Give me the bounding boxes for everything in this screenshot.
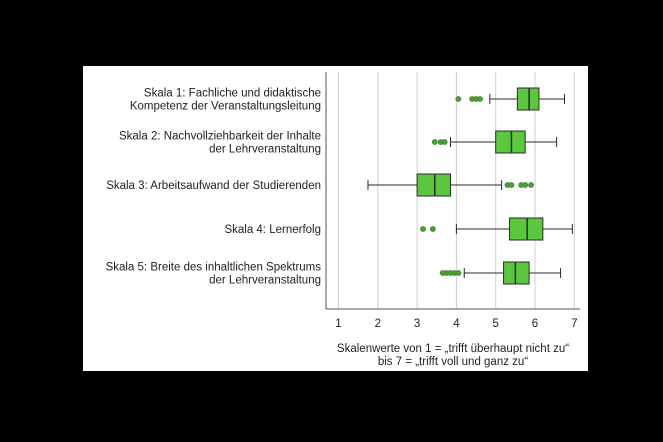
- category-labels: Skala 1: Fachliche und didaktischeKompet…: [106, 88, 322, 287]
- x-tick-label: 6: [532, 318, 538, 330]
- iqr-box: [495, 130, 526, 154]
- x-tick-label: 1: [335, 318, 341, 330]
- x-tick-label: 5: [492, 318, 498, 330]
- x-tick-label: 3: [414, 318, 420, 330]
- iqr-box: [508, 217, 544, 241]
- x-tick-labels: 1 2 3 4 5 6 7: [335, 318, 577, 330]
- category-label: der Lehrveranstaltung: [209, 275, 321, 287]
- category-label: der Lehrveranstaltung: [209, 144, 321, 156]
- iqr-box: [503, 261, 530, 285]
- axes: [325, 72, 580, 310]
- box-3: [367, 173, 534, 197]
- chart-panel: Skala 1: Fachliche und didaktische Kompet…: [83, 66, 588, 371]
- outlier-point: [455, 96, 462, 102]
- x-axis-label-line: Skalenwerte von 1 = „trifft überhaupt ni…: [337, 343, 569, 355]
- boxes: [367, 87, 573, 285]
- outlier-point: [431, 139, 438, 145]
- x-tick-label: 2: [375, 318, 381, 330]
- x-axis-label: Skalenwerte von 1 = „trifft überhaupt ni…: [337, 343, 569, 368]
- category-label: Kompetenz der Veranstaltungsleitung: [130, 101, 321, 113]
- outlier-point: [420, 226, 426, 232]
- category-label: Skala 1: Fachliche und didaktische: [144, 88, 321, 100]
- outlier-point: [429, 226, 436, 232]
- outlier-point: [522, 182, 529, 188]
- x-tick-label: 4: [453, 318, 460, 330]
- outlier-point: [508, 182, 515, 188]
- category-label: Skala 4: Lernerfolg: [224, 224, 321, 236]
- box-5: [439, 261, 562, 285]
- category-label: Skala 5: Breite des inhaltlichen Spektru…: [106, 262, 322, 274]
- category-label: Skala 3: Arbeitsaufwand der Studierenden: [106, 180, 321, 192]
- outlier-point: [528, 182, 534, 188]
- iqr-box: [516, 87, 540, 111]
- outlier-point: [455, 270, 462, 276]
- iqr-box: [416, 173, 452, 197]
- x-axis-label-line: bis 7 = „trifft voll und ganz zu“: [378, 356, 528, 368]
- boxplot-chart: Skala 1: Fachliche und didaktischeKompet…: [106, 72, 580, 368]
- box-4: [420, 217, 573, 241]
- box-2: [431, 130, 558, 154]
- outlier-point: [441, 139, 448, 145]
- category-label: Skala 2: Nachvollziehbarkeit der Inhalte: [119, 131, 321, 143]
- box-1: [455, 87, 565, 111]
- outlier-point: [477, 96, 483, 102]
- x-tick-label: 7: [571, 318, 577, 330]
